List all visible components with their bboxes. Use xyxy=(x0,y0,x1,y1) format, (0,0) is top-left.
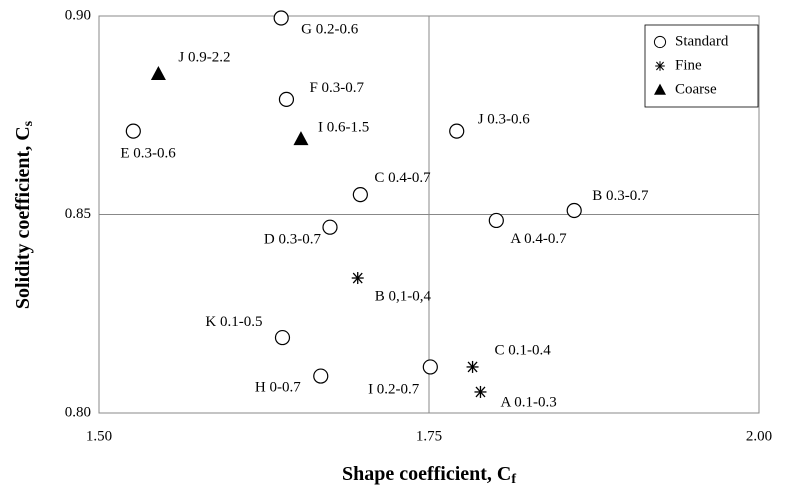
point-label: E 0.3-0.6 xyxy=(120,146,176,162)
marker-circle xyxy=(273,10,289,26)
marker-circle xyxy=(653,35,667,49)
x-tick-label: 1.75 xyxy=(416,428,442,444)
y-tick-label: 0.80 xyxy=(65,404,91,420)
point-label: J 0.3-0.6 xyxy=(478,112,531,128)
point-label: A 0.4-0.7 xyxy=(510,231,567,247)
marker-circle xyxy=(449,123,465,139)
point-label: G 0.2-0.6 xyxy=(301,21,359,37)
marker-circle xyxy=(274,329,291,346)
marker-asterisk xyxy=(655,61,665,71)
point-label: H 0-0.7 xyxy=(255,380,301,396)
point-label: D 0.3-0.7 xyxy=(264,232,322,248)
point-label: F 0.3-0.7 xyxy=(309,80,364,96)
point-label: B 0.3-0.7 xyxy=(592,188,649,204)
marker-circle xyxy=(313,368,329,384)
marker-asterisk xyxy=(466,360,479,373)
x-tick-label: 1.50 xyxy=(86,428,112,444)
marker-circle xyxy=(566,202,582,219)
point-label: I 0.6-1.5 xyxy=(318,120,369,136)
marker-circle xyxy=(322,219,338,235)
marker-triangle xyxy=(293,131,309,146)
point-label: B 0,1-0,4 xyxy=(375,288,432,304)
marker-circle xyxy=(488,212,504,229)
marker-circle xyxy=(278,91,295,107)
marker-circle xyxy=(125,123,141,139)
marker-circle xyxy=(422,359,438,375)
y-axis-title: Solidity coefficient, Cs xyxy=(12,120,37,309)
marker-triangle xyxy=(150,65,166,80)
point-label: C 0.4-0.7 xyxy=(374,170,431,186)
legend-label: Standard xyxy=(675,33,729,49)
x-tick-label: 2.00 xyxy=(746,428,772,444)
marker-triangle xyxy=(654,83,666,95)
x-axis-title: Shape coefficient, Cf xyxy=(342,463,516,488)
point-label: A 0.1-0.3 xyxy=(500,394,556,410)
point-label: I 0.2-0.7 xyxy=(368,381,420,397)
point-label: C 0.1-0.4 xyxy=(495,342,552,358)
legend-label: Fine xyxy=(675,57,702,73)
y-tick-label: 0.85 xyxy=(65,206,91,222)
y-tick-label: 0.90 xyxy=(65,7,91,23)
marker-asterisk xyxy=(474,385,487,398)
marker-asterisk xyxy=(351,272,364,285)
point-label: K 0.1-0.5 xyxy=(205,314,262,330)
point-label: J 0.9-2.2 xyxy=(178,49,230,65)
legend-label: Coarse xyxy=(675,81,717,97)
marker-circle xyxy=(352,187,368,203)
